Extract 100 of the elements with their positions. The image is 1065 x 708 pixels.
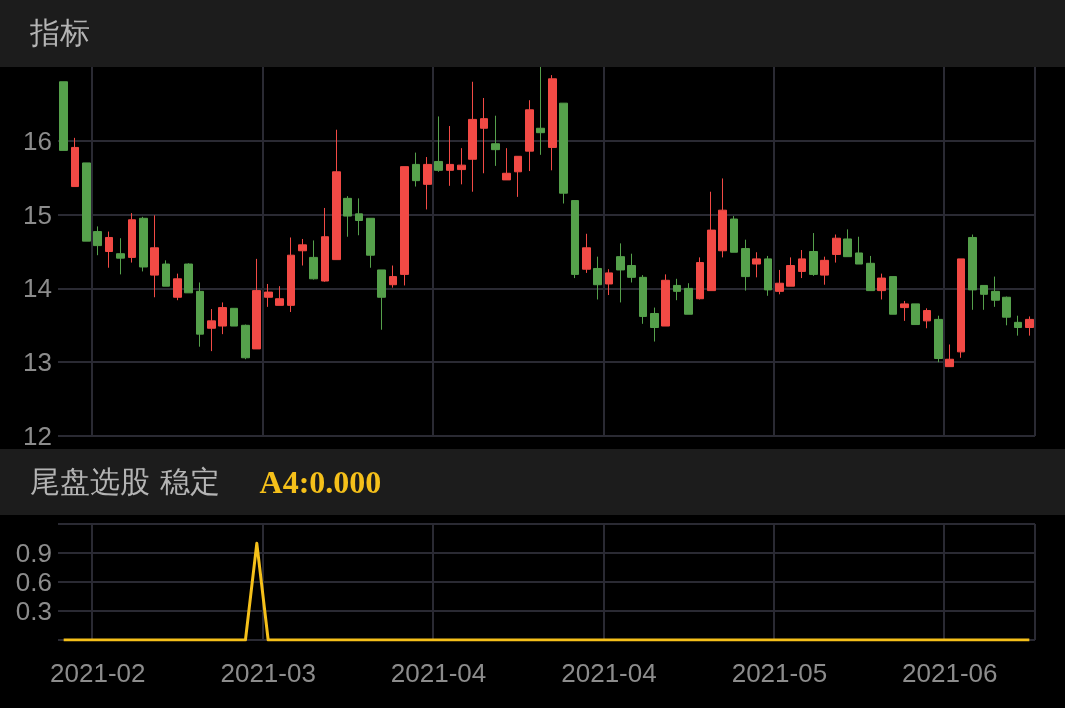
candlestick [480, 97, 488, 174]
y-tick-label: 0.9 [15, 538, 52, 568]
text: A4:0.000 [259, 463, 382, 501]
candlestick [559, 102, 568, 205]
candlestick [116, 237, 125, 275]
chart-title: 尾盘选股 稳定 [30, 462, 220, 501]
candlestick [752, 251, 761, 278]
candlestick [71, 137, 79, 188]
x-tick-label: 2021-04 [390, 658, 487, 688]
candlestick [673, 278, 681, 301]
candlestick [389, 265, 397, 289]
candlestick [1014, 315, 1022, 337]
candlestick [162, 259, 170, 287]
candlestick [184, 262, 193, 294]
candlestick [1025, 315, 1034, 337]
candlestick [650, 307, 659, 343]
candlestick [707, 191, 716, 292]
chart-title: 指标 [30, 14, 90, 52]
candlestick [605, 268, 613, 296]
y-tick-label: 14 [23, 273, 52, 304]
candlestick [980, 284, 988, 311]
candlestick [786, 256, 795, 287]
candlestick [820, 256, 829, 286]
candlestick [923, 307, 931, 329]
candlestick [173, 273, 182, 301]
candlestick [343, 195, 352, 238]
candlestick [741, 239, 750, 292]
candlestick [514, 155, 522, 198]
candlestick [809, 232, 818, 277]
candlestick [59, 81, 68, 151]
candlestick [855, 236, 863, 265]
candlestick [593, 256, 602, 300]
candlestick [207, 308, 216, 352]
y-tick-label: 0.3 [15, 596, 52, 626]
x-tick-label: 2021-06 [902, 658, 998, 688]
candlestick [468, 81, 477, 193]
candlestick [718, 177, 727, 258]
candlestick [536, 67, 545, 156]
candlestick [866, 255, 875, 292]
y-tick-label: 16 [23, 125, 52, 156]
candlestick [832, 234, 841, 264]
candlestick [128, 212, 136, 264]
y-tick-label: 12 [23, 421, 52, 451]
candlestick [412, 152, 420, 188]
candlestick [241, 324, 250, 360]
candlestick [502, 147, 511, 181]
candlestick [968, 234, 977, 311]
candlestick [571, 200, 579, 279]
candlestick [196, 282, 204, 348]
candlestick [150, 214, 159, 298]
y-tick-label: 0.6 [15, 567, 52, 597]
candlestick [332, 129, 341, 261]
candlestick [423, 156, 432, 210]
candlestick [877, 273, 886, 300]
candlestick [400, 166, 409, 286]
candlestick [218, 301, 227, 335]
candlestick [434, 115, 443, 173]
candlestick [298, 238, 307, 267]
candlestick [582, 233, 591, 274]
x-tick-label: 2021-05 [731, 658, 828, 688]
candlestick [366, 217, 375, 269]
candlestick [457, 147, 466, 185]
x-tick-label: 2021-04 [561, 658, 657, 688]
candlestick [93, 225, 102, 256]
candlestick [696, 256, 704, 300]
candlestick [764, 255, 772, 297]
candlestick [911, 303, 920, 326]
candlestick [1002, 296, 1011, 326]
candlestick [661, 273, 670, 327]
candlestick [139, 216, 148, 272]
candlestick [446, 125, 454, 187]
candlestick [355, 197, 363, 236]
candlestick [843, 228, 852, 258]
y-tick-label: 15 [23, 199, 52, 230]
y-tick-label: 13 [23, 347, 52, 378]
x-tick-label: 2021-02 [50, 658, 146, 688]
candlestick [684, 282, 693, 315]
candlestick [548, 74, 557, 171]
x-tick-label: 2021-03 [220, 658, 316, 688]
candlestick [105, 231, 113, 269]
candlestick [377, 269, 386, 331]
candlestick [934, 315, 943, 363]
candlestick [957, 258, 965, 359]
candlestick [309, 239, 318, 281]
candlestick [730, 215, 738, 253]
candlestick [889, 276, 897, 315]
candlestick [639, 274, 647, 325]
candlestick [491, 115, 500, 167]
candlestick [900, 300, 909, 322]
candlestick [525, 99, 534, 172]
candlestick [798, 249, 806, 279]
candlestick [252, 258, 261, 350]
candlestick [275, 285, 284, 306]
candlestick [627, 253, 636, 283]
candlestick [82, 162, 91, 242]
candlestick [287, 236, 295, 313]
candlestick [230, 307, 238, 327]
candlestick [775, 269, 784, 295]
candlestick [945, 343, 954, 368]
candlestick [321, 207, 329, 283]
